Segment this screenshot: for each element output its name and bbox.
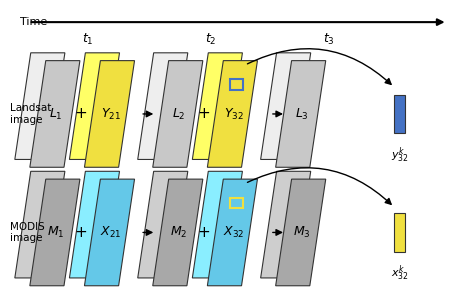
Polygon shape: [84, 61, 135, 167]
Text: +: +: [197, 225, 210, 240]
Text: Landsat
image: Landsat image: [11, 103, 52, 125]
Polygon shape: [153, 179, 203, 286]
Text: $X_{21}$: $X_{21}$: [100, 225, 121, 240]
Text: $L_3$: $L_3$: [295, 106, 309, 121]
Text: $Y_{21}$: $Y_{21}$: [101, 106, 120, 121]
Text: $L_1$: $L_1$: [49, 106, 63, 121]
Text: MODIS
image: MODIS image: [11, 222, 45, 243]
Text: $t_1$: $t_1$: [82, 32, 94, 48]
Text: $M_3$: $M_3$: [293, 225, 311, 240]
Text: $L_2$: $L_2$: [172, 106, 185, 121]
Polygon shape: [84, 179, 135, 286]
Polygon shape: [30, 179, 80, 286]
FancyBboxPatch shape: [394, 213, 405, 252]
Polygon shape: [276, 61, 326, 167]
Polygon shape: [15, 171, 65, 278]
Text: $x_{32}^k$: $x_{32}^k$: [391, 263, 409, 283]
Polygon shape: [192, 53, 242, 159]
Text: $M_2$: $M_2$: [170, 225, 188, 240]
Polygon shape: [207, 61, 257, 167]
Polygon shape: [207, 179, 257, 286]
Polygon shape: [153, 61, 203, 167]
Text: +: +: [75, 225, 87, 240]
Text: $Y_{32}$: $Y_{32}$: [224, 106, 244, 121]
Text: +: +: [75, 106, 87, 121]
Text: $t_3$: $t_3$: [323, 32, 335, 48]
FancyBboxPatch shape: [394, 95, 405, 133]
Polygon shape: [138, 171, 188, 278]
Polygon shape: [261, 53, 311, 159]
FancyArrowPatch shape: [247, 49, 391, 84]
FancyArrowPatch shape: [247, 168, 391, 204]
Text: $y_{32}^k$: $y_{32}^k$: [391, 145, 409, 165]
Polygon shape: [276, 179, 326, 286]
Polygon shape: [261, 171, 311, 278]
Text: $t_2$: $t_2$: [205, 32, 217, 48]
Text: +: +: [197, 106, 210, 121]
Polygon shape: [30, 61, 80, 167]
Text: $M_1$: $M_1$: [47, 225, 65, 240]
Text: $X_{32}$: $X_{32}$: [223, 225, 244, 240]
Polygon shape: [192, 171, 242, 278]
Polygon shape: [138, 53, 188, 159]
Polygon shape: [70, 53, 120, 159]
Polygon shape: [15, 53, 65, 159]
Polygon shape: [70, 171, 120, 278]
Text: Time: Time: [20, 17, 47, 27]
